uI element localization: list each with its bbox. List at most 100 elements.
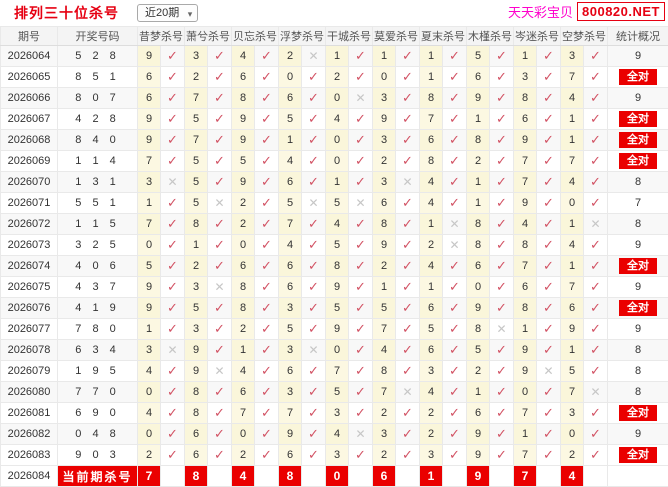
check-icon: ✓ (489, 276, 514, 298)
kill-value-cell: 2 (466, 360, 490, 382)
kill-value-cell: 3 (325, 402, 349, 424)
empty-mark-cell (254, 465, 279, 487)
empty-mark-cell (489, 465, 514, 487)
chevron-down-icon: ▾ (187, 9, 193, 19)
kill-value-cell: 7 (184, 129, 208, 151)
kill-value-cell: 5 (231, 150, 255, 172)
kill-value-cell: 5 (372, 297, 396, 319)
stats-cell: 全对 (607, 66, 668, 88)
check-icon: ✓ (489, 234, 514, 256)
check-icon: ✓ (207, 108, 232, 130)
kill-value-cell: 5 (325, 192, 349, 214)
check-icon: ✓ (395, 297, 420, 319)
check-icon: ✓ (254, 108, 279, 130)
kill-value-cell: 9 (466, 465, 490, 487)
kill-value-cell: 5 (325, 297, 349, 319)
check-icon: ✓ (536, 423, 561, 445)
check-icon: ✓ (348, 108, 373, 130)
stats-cell: 9 (607, 423, 668, 445)
kill-value-cell: 3 (184, 45, 208, 67)
empty-mark-cell (442, 465, 467, 487)
check-icon: ✓ (254, 381, 279, 403)
kill-value-cell: 4 (231, 465, 255, 487)
period-cell: 2026067 (0, 108, 58, 130)
table-row: 2026078 6 3 4 3 ✕ 9 ✓ 1 ✓ 3 ✕ 0 ✓ 4 ✓ 6 ✓ 5 ✓ 9 ✓ 1 ✓ 8 (0, 339, 668, 361)
cross-icon: ✕ (348, 423, 373, 445)
check-icon: ✓ (395, 318, 420, 340)
kill-value-cell: 2 (560, 444, 584, 466)
check-icon: ✓ (583, 192, 608, 214)
kill-value-cell: 6 (278, 444, 302, 466)
page-title: 排列三十位杀号 (14, 5, 119, 21)
stats-cell: 8 (607, 213, 668, 235)
stats-cell: 全对 (607, 129, 668, 151)
check-icon: ✓ (254, 318, 279, 340)
kill-value-cell: 3 (372, 171, 396, 193)
kill-value-cell: 4 (278, 234, 302, 256)
all-correct-badge: 全对 (619, 300, 657, 316)
empty-mark-cell (583, 465, 608, 487)
kill-value-cell: 7 (560, 276, 584, 298)
table-row: 2026069 1 1 4 7 ✓ 5 ✓ 5 ✓ 4 ✓ 0 ✓ 2 ✓ 8 ✓ 2 ✓ 7 ✓ 7 ✓ 全对 (0, 150, 668, 172)
kill-value-cell: 4 (325, 108, 349, 130)
check-icon: ✓ (254, 171, 279, 193)
kill-value-cell: 8 (184, 402, 208, 424)
kill-value-cell: 7 (513, 255, 537, 277)
kill-value-cell: 7 (513, 444, 537, 466)
kill-value-cell: 6 (278, 171, 302, 193)
stats-cell: 8 (607, 339, 668, 361)
period-cell: 2026074 (0, 255, 58, 277)
check-icon: ✓ (442, 339, 467, 361)
check-icon: ✓ (395, 255, 420, 277)
cross-icon: ✕ (395, 171, 420, 193)
check-icon: ✓ (583, 234, 608, 256)
check-icon: ✓ (348, 381, 373, 403)
table-header-row: 期号 开奖号码 昔梦杀号 萧兮杀号 贝忘杀号 浮梦杀号 干城杀号 莫爱杀号 夏末杀号 木槿杀号 岑迷… (0, 26, 668, 46)
kill-value-cell: 1 (372, 45, 396, 67)
current-period-label: 当前期杀号 (57, 465, 138, 487)
kill-value-cell: 3 (278, 339, 302, 361)
check-icon: ✓ (207, 423, 232, 445)
check-icon: ✓ (489, 381, 514, 403)
check-icon: ✓ (348, 213, 373, 235)
kill-value-cell: 1 (325, 45, 349, 67)
kill-value-cell: 9 (137, 276, 161, 298)
check-icon: ✓ (301, 444, 326, 466)
stats-cell: 全对 (607, 444, 668, 466)
empty-mark-cell (301, 465, 326, 487)
kill-value-cell: 5 (278, 108, 302, 130)
period-cell: 2026075 (0, 276, 58, 298)
check-icon: ✓ (489, 87, 514, 109)
kill-value-cell: 6 (231, 255, 255, 277)
check-icon: ✓ (348, 66, 373, 88)
range-select[interactable]: 近20期 ▾ (137, 4, 199, 22)
cross-icon: ✕ (489, 318, 514, 340)
kill-value-cell: 7 (513, 465, 537, 487)
check-icon: ✓ (536, 108, 561, 130)
empty-mark-cell (160, 465, 185, 487)
kill-value-cell: 0 (325, 87, 349, 109)
kill-value-cell: 7 (278, 402, 302, 424)
brand-text: 天天彩宝贝 (507, 5, 573, 20)
stats-cell: 8 (607, 171, 668, 193)
check-icon: ✓ (301, 150, 326, 172)
kill-value-cell: 3 (278, 297, 302, 319)
kill-value-cell: 0 (325, 465, 349, 487)
check-icon: ✓ (489, 297, 514, 319)
kill-value-cell: 8 (325, 255, 349, 277)
check-icon: ✓ (160, 402, 185, 424)
period-cell: 2026071 (0, 192, 58, 214)
check-icon: ✓ (536, 444, 561, 466)
kill-value-cell: 8 (184, 381, 208, 403)
kill-value-cell: 8 (466, 318, 490, 340)
check-icon: ✓ (536, 381, 561, 403)
kill-value-cell: 1 (560, 213, 584, 235)
draw-numbers-cell: 4 3 7 (57, 276, 138, 298)
empty-mark-cell (348, 465, 373, 487)
kill-value-cell: 0 (513, 381, 537, 403)
kill-value-cell: 6 (278, 360, 302, 382)
check-icon: ✓ (442, 360, 467, 382)
period-cell: 2026078 (0, 339, 58, 361)
kill-value-cell: 1 (137, 192, 161, 214)
kill-value-cell: 9 (137, 45, 161, 67)
